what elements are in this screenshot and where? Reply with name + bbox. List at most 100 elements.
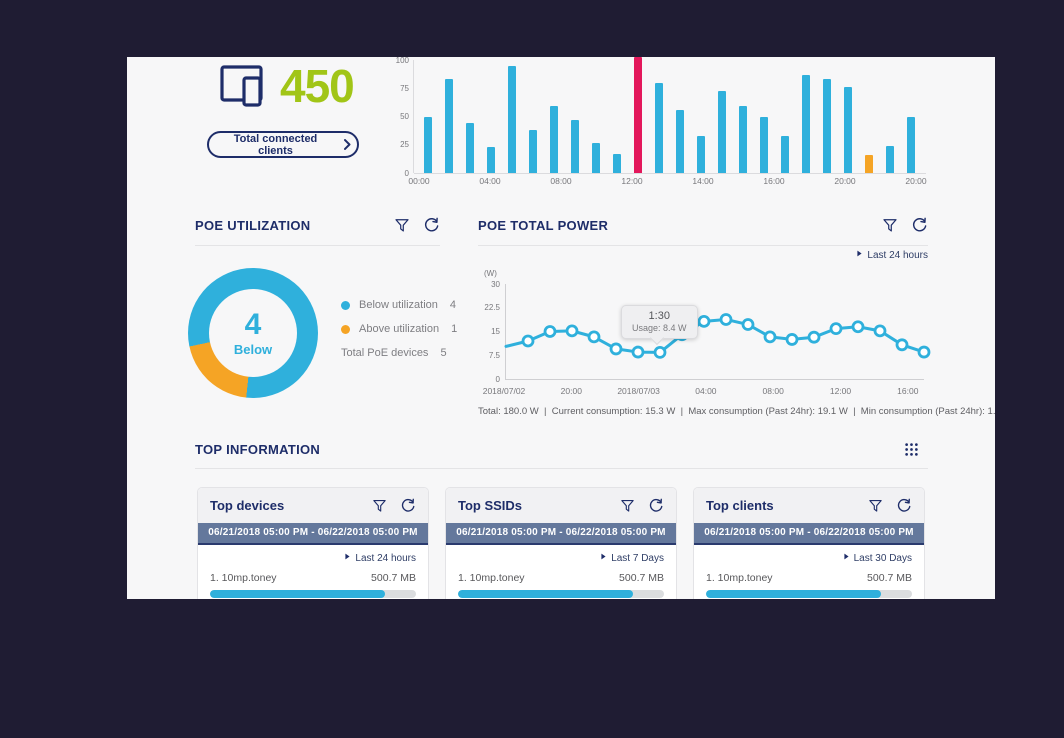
- bar[interactable]: [424, 116, 432, 173]
- poe-total-power-stats: Total: 180.0 W | Current consumption: 15…: [478, 406, 995, 417]
- line-chart-plot[interactable]: [504, 284, 931, 380]
- data-point[interactable]: [543, 325, 557, 338]
- poe-utilization-header: POE UTILIZATION: [195, 217, 440, 234]
- item-value: 500.7 MB: [371, 572, 416, 584]
- legend-item-above-utilization[interactable]: Above utilization 1: [341, 323, 457, 335]
- poe-utilization-legend: Below utilization 4 Above utilization 1 …: [341, 299, 457, 371]
- top-ssids-range-selector[interactable]: Last 7 Days: [458, 553, 664, 564]
- x-tick-label: 2018/07/02: [482, 386, 526, 396]
- bar[interactable]: [802, 74, 810, 173]
- bar[interactable]: [781, 135, 789, 173]
- data-point[interactable]: [609, 342, 623, 356]
- layout-grid-button[interactable]: [904, 442, 919, 457]
- bar[interactable]: [907, 116, 915, 173]
- data-point[interactable]: [565, 324, 579, 338]
- bar[interactable]: [739, 106, 747, 173]
- data-point[interactable]: [631, 345, 645, 359]
- data-point[interactable]: [653, 346, 667, 359]
- bar[interactable]: [445, 79, 453, 173]
- bar[interactable]: [634, 57, 642, 173]
- legend-label: Below utilization: [359, 299, 438, 311]
- item-value: 500.7 MB: [867, 572, 912, 584]
- data-point[interactable]: [917, 345, 931, 359]
- connected-clients-bar-chart: 100 75 50 25 0 00:00 04:00 08:00 12:00 14:00 16:0…: [383, 57, 943, 202]
- bar[interactable]: [571, 119, 579, 173]
- bar[interactable]: [697, 135, 705, 173]
- bar[interactable]: [613, 153, 621, 173]
- data-point[interactable]: [895, 338, 909, 352]
- x-tick-label: 00:00: [408, 176, 430, 186]
- refresh-icon: [911, 217, 928, 234]
- data-point[interactable]: [785, 333, 799, 346]
- filter-icon: [394, 217, 410, 234]
- top-clients-range-selector[interactable]: Last 30 Days: [706, 553, 912, 564]
- x-tick-label: 12:00: [829, 386, 852, 396]
- bar[interactable]: [823, 79, 831, 173]
- x-tick-label: 20:00: [905, 176, 927, 186]
- data-point[interactable]: [763, 330, 777, 344]
- bar[interactable]: [550, 106, 558, 173]
- list-item: 1. 10mp.toney 500.7 MB: [706, 572, 912, 584]
- bar[interactable]: [508, 65, 516, 173]
- x-tick-label: 16:00: [897, 386, 919, 396]
- grid-dots-icon: [904, 442, 919, 457]
- donut-center: 4 Below: [209, 289, 297, 377]
- total-connected-clients-button[interactable]: Total connected clients: [207, 131, 359, 158]
- top-ssids-refresh-button[interactable]: [648, 498, 664, 514]
- poe-total-power-filter-button[interactable]: [882, 217, 898, 234]
- y-tick-label: 50: [400, 112, 409, 121]
- legend-dot-above: [341, 324, 350, 334]
- data-point[interactable]: [829, 322, 843, 336]
- data-point[interactable]: [521, 334, 535, 348]
- bar[interactable]: [718, 90, 726, 173]
- data-point[interactable]: [587, 330, 601, 344]
- poe-total-power-range-selector[interactable]: Last 24 hours: [478, 250, 928, 261]
- card-body: Last 24 hours 1. 10mp.toney 500.7 MB: [198, 545, 428, 598]
- bar[interactable]: [466, 123, 474, 173]
- bar[interactable]: [865, 154, 873, 173]
- usage-progress-track: [210, 590, 416, 598]
- bar-chart-plot[interactable]: 00:00 04:00 08:00 12:00 14:00 16:00 20:00 20:00: [408, 57, 927, 186]
- bar[interactable]: [655, 82, 663, 173]
- bar[interactable]: [676, 109, 684, 173]
- poe-total-power-refresh-button[interactable]: [911, 217, 928, 234]
- bar[interactable]: [592, 142, 600, 173]
- top-ssids-card: Top SSIDs 06/21/2018 05:00 PM - 06/22/20…: [445, 487, 677, 599]
- data-point[interactable]: [851, 320, 865, 334]
- poe-utilization-donut-chart[interactable]: 4 Below: [188, 268, 318, 398]
- usage-progress-fill: [210, 590, 386, 598]
- y-tick-label: 7.5: [488, 350, 500, 360]
- bar[interactable]: [487, 147, 495, 173]
- filter-icon: [372, 498, 387, 514]
- card-title: Top devices: [210, 498, 285, 513]
- bar[interactable]: [886, 145, 894, 173]
- card-header: Top devices: [198, 488, 428, 523]
- card-title: Top clients: [706, 498, 774, 513]
- top-devices-range-selector[interactable]: Last 24 hours: [210, 553, 416, 564]
- top-devices-filter-button[interactable]: [372, 498, 387, 514]
- x-tick-label: 20:00: [560, 386, 582, 396]
- top-devices-refresh-button[interactable]: [400, 498, 416, 514]
- x-tick-label: 04:00: [695, 386, 717, 396]
- legend-item-below-utilization[interactable]: Below utilization 4: [341, 299, 456, 311]
- top-information-divider: [195, 468, 928, 469]
- list-item: 1. 10mp.toney 500.7 MB: [458, 572, 664, 584]
- top-clients-refresh-button[interactable]: [896, 498, 912, 514]
- data-point[interactable]: [807, 330, 821, 344]
- data-point[interactable]: [719, 313, 733, 326]
- data-point[interactable]: [873, 324, 887, 338]
- bar[interactable]: [760, 116, 768, 173]
- top-ssids-filter-button[interactable]: [620, 498, 635, 514]
- poe-utilization-refresh-button[interactable]: [423, 217, 440, 234]
- range-label: Last 24 hours: [867, 250, 928, 261]
- data-point[interactable]: [741, 318, 755, 331]
- data-point[interactable]: [697, 314, 711, 328]
- card-body: Last 7 Days 1. 10mp.toney 500.7 MB: [446, 545, 676, 598]
- bar[interactable]: [844, 87, 852, 173]
- tooltip-time: 1:30: [648, 310, 670, 323]
- donut-center-label: Below: [233, 341, 273, 357]
- top-clients-filter-button[interactable]: [868, 498, 883, 514]
- bar[interactable]: [529, 130, 537, 173]
- list-item: 1. 10mp.toney 500.7 MB: [210, 572, 416, 584]
- poe-utilization-filter-button[interactable]: [394, 217, 410, 234]
